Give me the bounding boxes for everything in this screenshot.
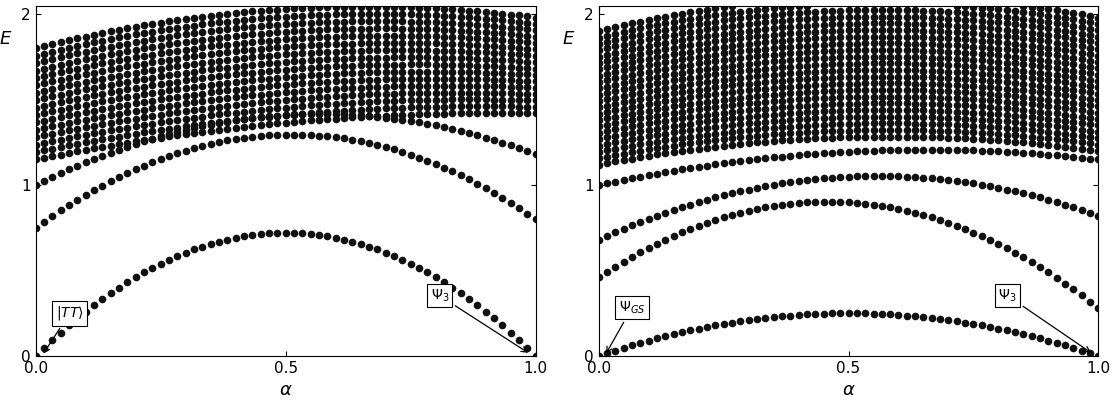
- Text: $\Psi_3$: $\Psi_3$: [431, 288, 527, 352]
- Y-axis label: $E$: $E$: [562, 30, 576, 48]
- Text: $\Psi_3$: $\Psi_3$: [999, 288, 1090, 352]
- X-axis label: $\alpha$: $\alpha$: [841, 382, 855, 399]
- Text: $\Psi_{GS}$: $\Psi_{GS}$: [607, 300, 645, 352]
- Text: $|TT\rangle$: $|TT\rangle$: [45, 304, 84, 352]
- Y-axis label: $E$: $E$: [0, 30, 12, 48]
- X-axis label: $\alpha$: $\alpha$: [279, 382, 292, 399]
